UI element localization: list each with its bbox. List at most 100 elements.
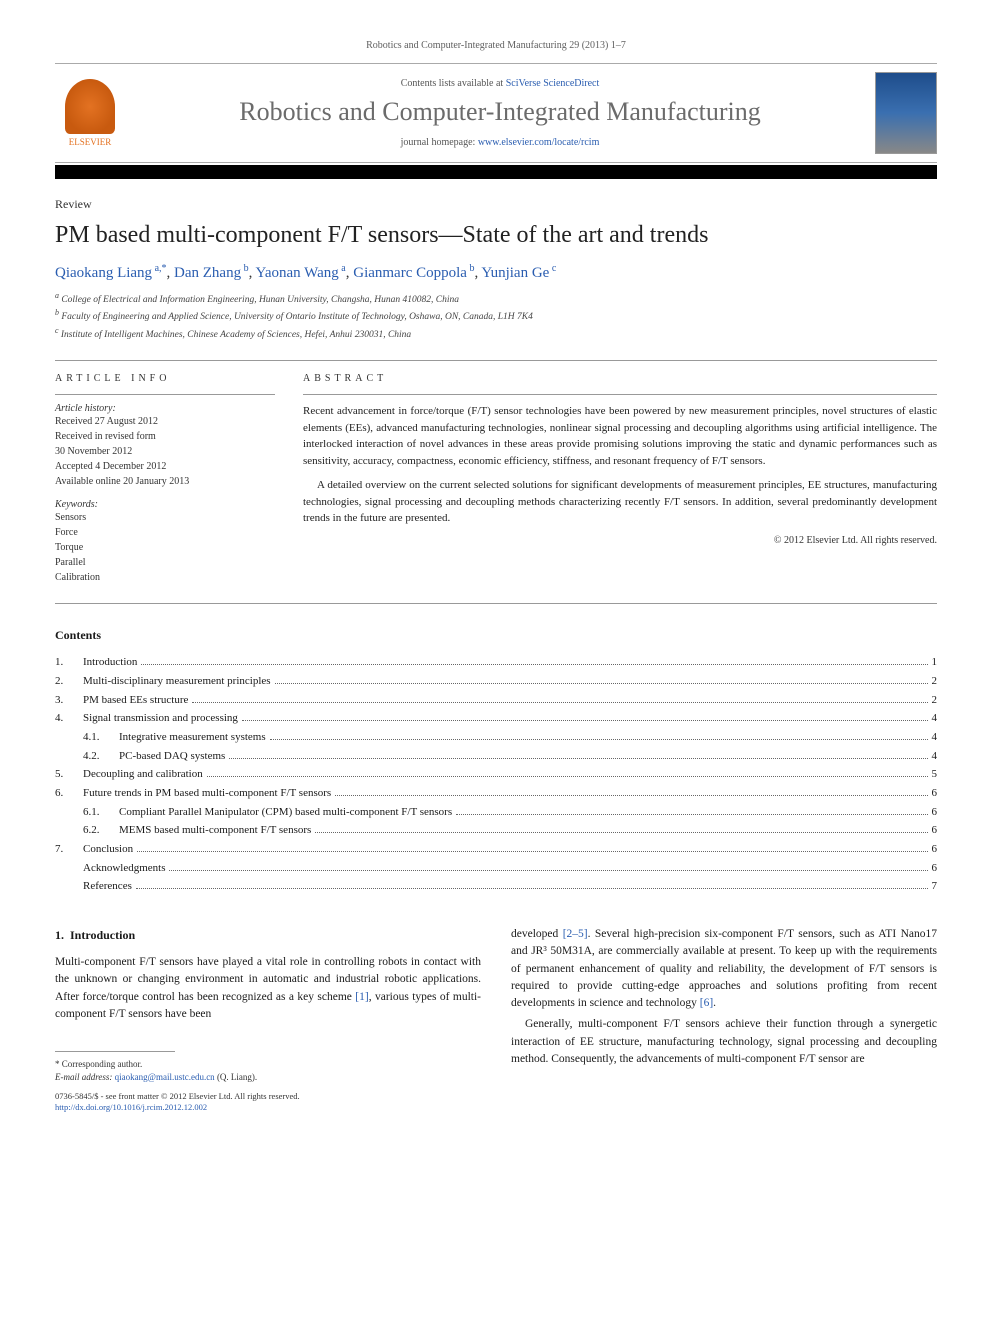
toc-label: Introduction xyxy=(83,653,137,672)
author-list: Qiaokang Liang a,*, Dan Zhang b, Yaonan … xyxy=(55,263,937,282)
ref-link-6[interactable]: [6] xyxy=(700,997,713,1009)
homepage-prefix: journal homepage: xyxy=(401,137,478,148)
toc-number: 6. xyxy=(55,784,83,803)
intro-heading: 1. Introduction xyxy=(55,926,481,944)
toc-row[interactable]: 4.Signal transmission and processing4 xyxy=(55,709,937,728)
toc-leader-dots xyxy=(242,720,928,721)
toc-page: 6 xyxy=(932,784,938,803)
body-text-r1b: . Several high-precision six-component F… xyxy=(511,928,937,1009)
author-affil-sup: c xyxy=(549,263,556,274)
journal-title: Robotics and Computer-Integrated Manufac… xyxy=(125,97,875,127)
article-title: PM based multi-component F/T sensors—Sta… xyxy=(55,222,937,249)
toc-page: 4 xyxy=(932,728,938,747)
history-line: 30 November 2012 xyxy=(55,444,275,459)
history-line: Received 27 August 2012 xyxy=(55,414,275,429)
affiliations: a College of Electrical and Information … xyxy=(55,290,937,342)
email-label: E-mail address: xyxy=(55,1072,115,1082)
right-column: developed [2–5]. Several high-precision … xyxy=(511,926,937,1113)
toc-page: 2 xyxy=(932,691,938,710)
abstract-divider xyxy=(303,394,937,395)
history-label: Article history: xyxy=(55,403,275,414)
toc-page: 6 xyxy=(932,840,938,859)
keyword: Sensors xyxy=(55,510,275,525)
toc-leader-dots xyxy=(229,758,927,759)
author-link[interactable]: Dan Zhang xyxy=(174,265,241,281)
footnote-divider xyxy=(55,1051,175,1052)
divider-bar xyxy=(55,165,937,179)
body-columns: 1. Introduction Multi-component F/T sens… xyxy=(55,926,937,1113)
toc-row[interactable]: Acknowledgments 6 xyxy=(55,859,937,878)
email-who: (Q. Liang). xyxy=(215,1072,258,1082)
elsevier-tree-icon xyxy=(65,79,115,134)
affiliation-line: c Institute of Intelligent Machines, Chi… xyxy=(55,325,937,342)
toc-number: 7. xyxy=(55,840,83,859)
journal-citation: Robotics and Computer-Integrated Manufac… xyxy=(55,40,937,51)
homepage-link[interactable]: www.elsevier.com/locate/rcim xyxy=(478,137,600,148)
author-affil-sup: b xyxy=(467,263,475,274)
keyword: Torque xyxy=(55,540,275,555)
email-link[interactable]: qiaokang@mail.ustc.edu.cn xyxy=(115,1072,215,1082)
abstract-copyright: © 2012 Elsevier Ltd. All rights reserved… xyxy=(303,535,937,546)
journal-cover-thumbnail xyxy=(875,72,937,154)
abstract-label: abstract xyxy=(303,373,937,384)
toc-page: 1 xyxy=(932,653,938,672)
banner-center: Contents lists available at SciVerse Sci… xyxy=(125,78,875,148)
affiliation-line: b Faculty of Engineering and Applied Sci… xyxy=(55,307,937,324)
homepage-line: journal homepage: www.elsevier.com/locat… xyxy=(125,137,875,148)
toc-leader-dots xyxy=(207,776,928,777)
toc-number: 4. xyxy=(55,709,83,728)
toc-row[interactable]: 5.Decoupling and calibration 5 xyxy=(55,765,937,784)
author-link[interactable]: Gianmarc Coppola xyxy=(353,265,467,281)
toc-number: 4.2. xyxy=(83,747,119,766)
toc-row[interactable]: 6.2.MEMS based multi-component F/T senso… xyxy=(55,821,937,840)
toc-number: 5. xyxy=(55,765,83,784)
ref-link-1[interactable]: [1] xyxy=(355,991,368,1003)
toc-number: 6.2. xyxy=(83,821,119,840)
intro-paragraph-right-2: Generally, multi-component F/T sensors a… xyxy=(511,1016,937,1068)
doi-link[interactable]: http://dx.doi.org/10.1016/j.rcim.2012.12… xyxy=(55,1102,207,1112)
author-link[interactable]: Qiaokang Liang xyxy=(55,265,152,281)
toc-page: 2 xyxy=(932,672,938,691)
toc-page: 6 xyxy=(932,859,938,878)
toc-row[interactable]: 6.Future trends in PM based multi-compon… xyxy=(55,784,937,803)
author-affil-sup: a,* xyxy=(152,263,166,274)
toc-leader-dots xyxy=(315,832,927,833)
body-text-r1c: . xyxy=(713,997,716,1009)
toc-label: Acknowledgments xyxy=(83,859,165,878)
toc-label: Compliant Parallel Manipulator (CPM) bas… xyxy=(119,803,452,822)
toc-row[interactable]: 3.PM based EEs structure 2 xyxy=(55,691,937,710)
toc-label: Decoupling and calibration xyxy=(83,765,203,784)
toc-row[interactable]: References7 xyxy=(55,877,937,896)
toc-row[interactable]: 6.1.Compliant Parallel Manipulator (CPM)… xyxy=(55,803,937,822)
toc-label: MEMS based multi-component F/T sensors xyxy=(119,821,311,840)
toc-row[interactable]: 4.2.PC-based DAQ systems4 xyxy=(55,747,937,766)
intro-paragraph-right-1: developed [2–5]. Several high-precision … xyxy=(511,926,937,1012)
affiliation-line: a College of Electrical and Information … xyxy=(55,290,937,307)
history-text: Received 27 August 2012Received in revis… xyxy=(55,414,275,489)
toc-label: PM based EEs structure xyxy=(83,691,188,710)
history-line: Accepted 4 December 2012 xyxy=(55,459,275,474)
toc-row[interactable]: 1.Introduction1 xyxy=(55,653,937,672)
toc-number: 4.1. xyxy=(83,728,119,747)
abstract-text: Recent advancement in force/torque (F/T)… xyxy=(303,403,937,527)
toc-leader-dots xyxy=(137,851,927,852)
author-link[interactable]: Yaonan Wang xyxy=(256,265,339,281)
toc-row[interactable]: 7.Conclusion 6 xyxy=(55,840,937,859)
info-divider xyxy=(55,394,275,395)
toc-row[interactable]: 4.1.Integrative measurement systems4 xyxy=(55,728,937,747)
abstract-paragraph: Recent advancement in force/torque (F/T)… xyxy=(303,403,937,469)
left-column: 1. Introduction Multi-component F/T sens… xyxy=(55,926,481,1113)
toc-row[interactable]: 2.Multi-disciplinary measurement princip… xyxy=(55,672,937,691)
elsevier-logo: ELSEVIER xyxy=(55,73,125,153)
toc-number: 3. xyxy=(55,691,83,710)
sciencedirect-link[interactable]: SciVerse ScienceDirect xyxy=(506,78,600,89)
toc-page: 5 xyxy=(932,765,938,784)
toc-label: Conclusion xyxy=(83,840,133,859)
ref-link-2-5[interactable]: [2–5] xyxy=(563,928,588,940)
author-link[interactable]: Yunjian Ge xyxy=(481,265,549,281)
body-text-r1a: developed xyxy=(511,928,563,940)
intro-paragraph-left: Multi-component F/T sensors have played … xyxy=(55,954,481,1023)
author-affil-sup: a xyxy=(339,263,346,274)
toc-leader-dots xyxy=(275,683,928,684)
contents-prefix: Contents lists available at xyxy=(401,78,506,89)
